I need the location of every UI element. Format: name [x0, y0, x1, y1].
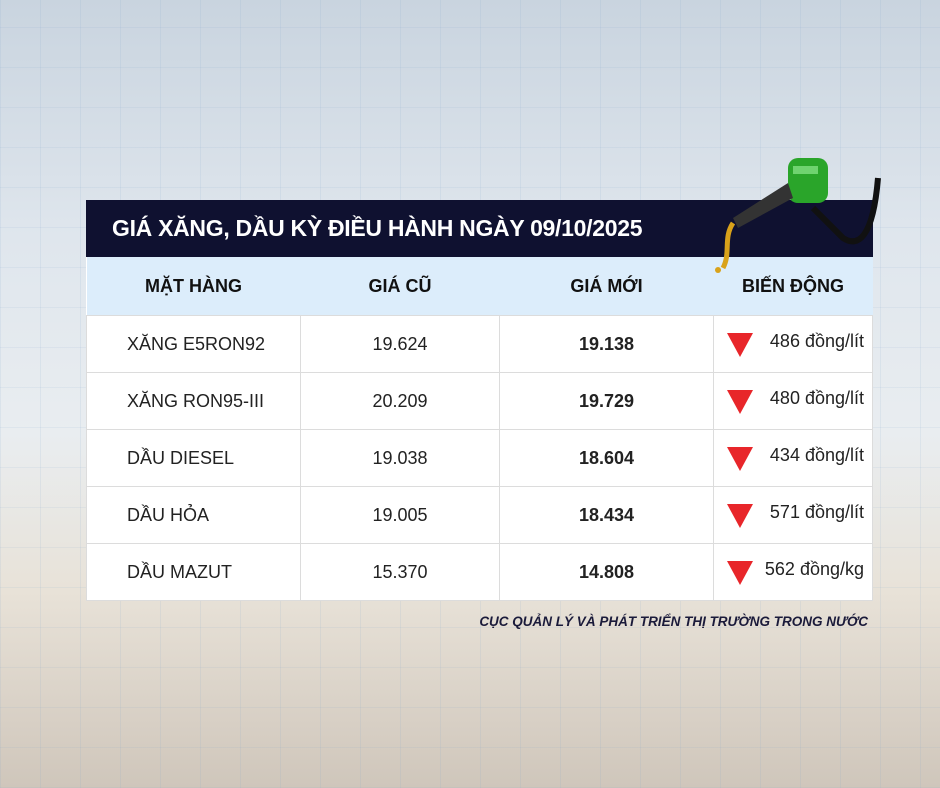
title-bar: GIÁ XĂNG, DẦU KỲ ĐIỀU HÀNH NGÀY 09/10/20… — [86, 200, 873, 257]
price-change: 434 đồng/lít — [713, 429, 873, 487]
item-name: XĂNG E5RON92 — [86, 315, 301, 373]
price-change: 562 đồng/kg — [713, 543, 873, 601]
change-value: 571 đồng/lít — [769, 502, 864, 522]
table-row: DẦU MAZUT 15.370 14.808 562 đồng/kg — [86, 543, 873, 601]
old-price: 15.370 — [300, 543, 500, 601]
price-card: GIÁ XĂNG, DẦU KỲ ĐIỀU HÀNH NGÀY 09/10/20… — [86, 158, 881, 601]
col-item: MẶT HÀNG — [86, 257, 301, 316]
new-price: 19.138 — [499, 315, 714, 373]
table-header: MẶT HÀNG GIÁ CŨ GIÁ MỚI BIẾN ĐỘNG — [86, 257, 873, 316]
table-row: XĂNG RON95-III 20.209 19.729 480 đồng/lí… — [86, 372, 873, 430]
table-row: DẦU DIESEL 19.038 18.604 434 đồng/lít — [86, 429, 873, 487]
change-value: 562 đồng/kg — [764, 559, 864, 579]
new-price: 14.808 — [499, 543, 714, 601]
down-triangle-icon — [727, 390, 753, 414]
new-price: 18.434 — [499, 486, 714, 544]
page-title: GIÁ XĂNG, DẦU KỲ ĐIỀU HÀNH NGÀY 09/10/20… — [112, 215, 643, 241]
change-value: 486 đồng/lít — [769, 331, 864, 351]
down-triangle-icon — [727, 447, 753, 471]
new-price: 19.729 — [499, 372, 714, 430]
price-change: 480 đồng/lít — [713, 372, 873, 430]
down-triangle-icon — [727, 333, 753, 357]
col-old-price: GIÁ CŨ — [300, 257, 500, 316]
table-row: DẦU HỎA 19.005 18.434 571 đồng/lít — [86, 486, 873, 544]
col-new-price: GIÁ MỚI — [499, 257, 714, 316]
item-name: DẦU DIESEL — [86, 429, 301, 487]
item-name: DẦU MAZUT — [86, 543, 301, 601]
new-price: 18.604 — [499, 429, 714, 487]
col-change: BIẾN ĐỘNG — [713, 257, 873, 316]
old-price: 19.005 — [300, 486, 500, 544]
item-name: XĂNG RON95-III — [86, 372, 301, 430]
fuel-nozzle-icon — [715, 158, 881, 273]
source-label: CỤC QUẢN LÝ VÀ PHÁT TRIỂN THỊ TRƯỜNG TRO… — [479, 614, 868, 629]
change-value: 434 đồng/lít — [769, 445, 864, 465]
price-table: MẶT HÀNG GIÁ CŨ GIÁ MỚI BIẾN ĐỘNG XĂNG E… — [86, 257, 873, 601]
item-name: DẦU HỎA — [86, 486, 301, 544]
old-price: 19.624 — [300, 315, 500, 373]
change-value: 480 đồng/lít — [769, 388, 864, 408]
price-change: 486 đồng/lít — [713, 315, 873, 373]
old-price: 20.209 — [300, 372, 500, 430]
price-change: 571 đồng/lít — [713, 486, 873, 544]
old-price: 19.038 — [300, 429, 500, 487]
down-triangle-icon — [727, 504, 753, 528]
table-row: XĂNG E5RON92 19.624 19.138 486 đồng/lít — [86, 315, 873, 373]
down-triangle-icon — [727, 561, 753, 585]
